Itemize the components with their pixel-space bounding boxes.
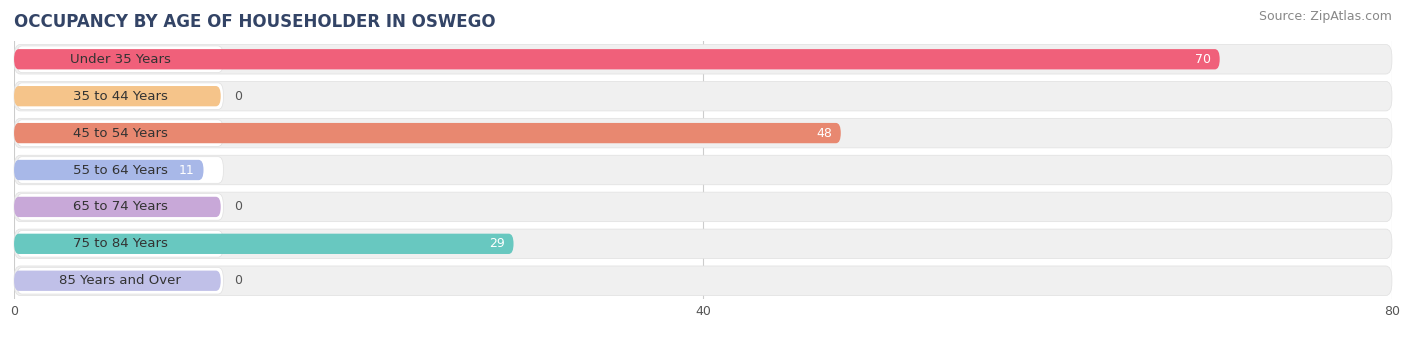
Text: Under 35 Years: Under 35 Years <box>69 53 170 66</box>
FancyBboxPatch shape <box>14 155 1392 185</box>
Text: Source: ZipAtlas.com: Source: ZipAtlas.com <box>1258 10 1392 23</box>
FancyBboxPatch shape <box>14 197 221 217</box>
FancyBboxPatch shape <box>14 81 1392 111</box>
FancyBboxPatch shape <box>17 268 224 294</box>
FancyBboxPatch shape <box>14 229 1392 259</box>
Text: 65 to 74 Years: 65 to 74 Years <box>73 200 167 214</box>
FancyBboxPatch shape <box>14 271 221 291</box>
Text: 29: 29 <box>489 237 505 250</box>
FancyBboxPatch shape <box>14 45 1392 74</box>
Text: 0: 0 <box>235 90 242 103</box>
Text: 35 to 44 Years: 35 to 44 Years <box>73 90 167 103</box>
Text: 0: 0 <box>235 274 242 287</box>
Text: 85 Years and Over: 85 Years and Over <box>59 274 181 287</box>
Text: OCCUPANCY BY AGE OF HOUSEHOLDER IN OSWEGO: OCCUPANCY BY AGE OF HOUSEHOLDER IN OSWEG… <box>14 13 496 31</box>
FancyBboxPatch shape <box>17 193 224 220</box>
FancyBboxPatch shape <box>14 192 1392 222</box>
FancyBboxPatch shape <box>14 86 221 106</box>
FancyBboxPatch shape <box>14 49 1219 69</box>
Text: 0: 0 <box>235 200 242 214</box>
FancyBboxPatch shape <box>17 157 224 183</box>
Text: 75 to 84 Years: 75 to 84 Years <box>73 237 167 250</box>
Text: 45 to 54 Years: 45 to 54 Years <box>73 126 167 140</box>
FancyBboxPatch shape <box>14 160 204 180</box>
FancyBboxPatch shape <box>14 123 841 143</box>
FancyBboxPatch shape <box>17 83 224 109</box>
FancyBboxPatch shape <box>14 118 1392 148</box>
FancyBboxPatch shape <box>14 234 513 254</box>
Text: 11: 11 <box>179 164 195 176</box>
FancyBboxPatch shape <box>14 266 1392 295</box>
FancyBboxPatch shape <box>17 46 224 72</box>
Text: 48: 48 <box>817 126 832 140</box>
FancyBboxPatch shape <box>17 231 224 257</box>
Text: 70: 70 <box>1195 53 1211 66</box>
Text: 55 to 64 Years: 55 to 64 Years <box>73 164 167 176</box>
FancyBboxPatch shape <box>17 120 224 147</box>
